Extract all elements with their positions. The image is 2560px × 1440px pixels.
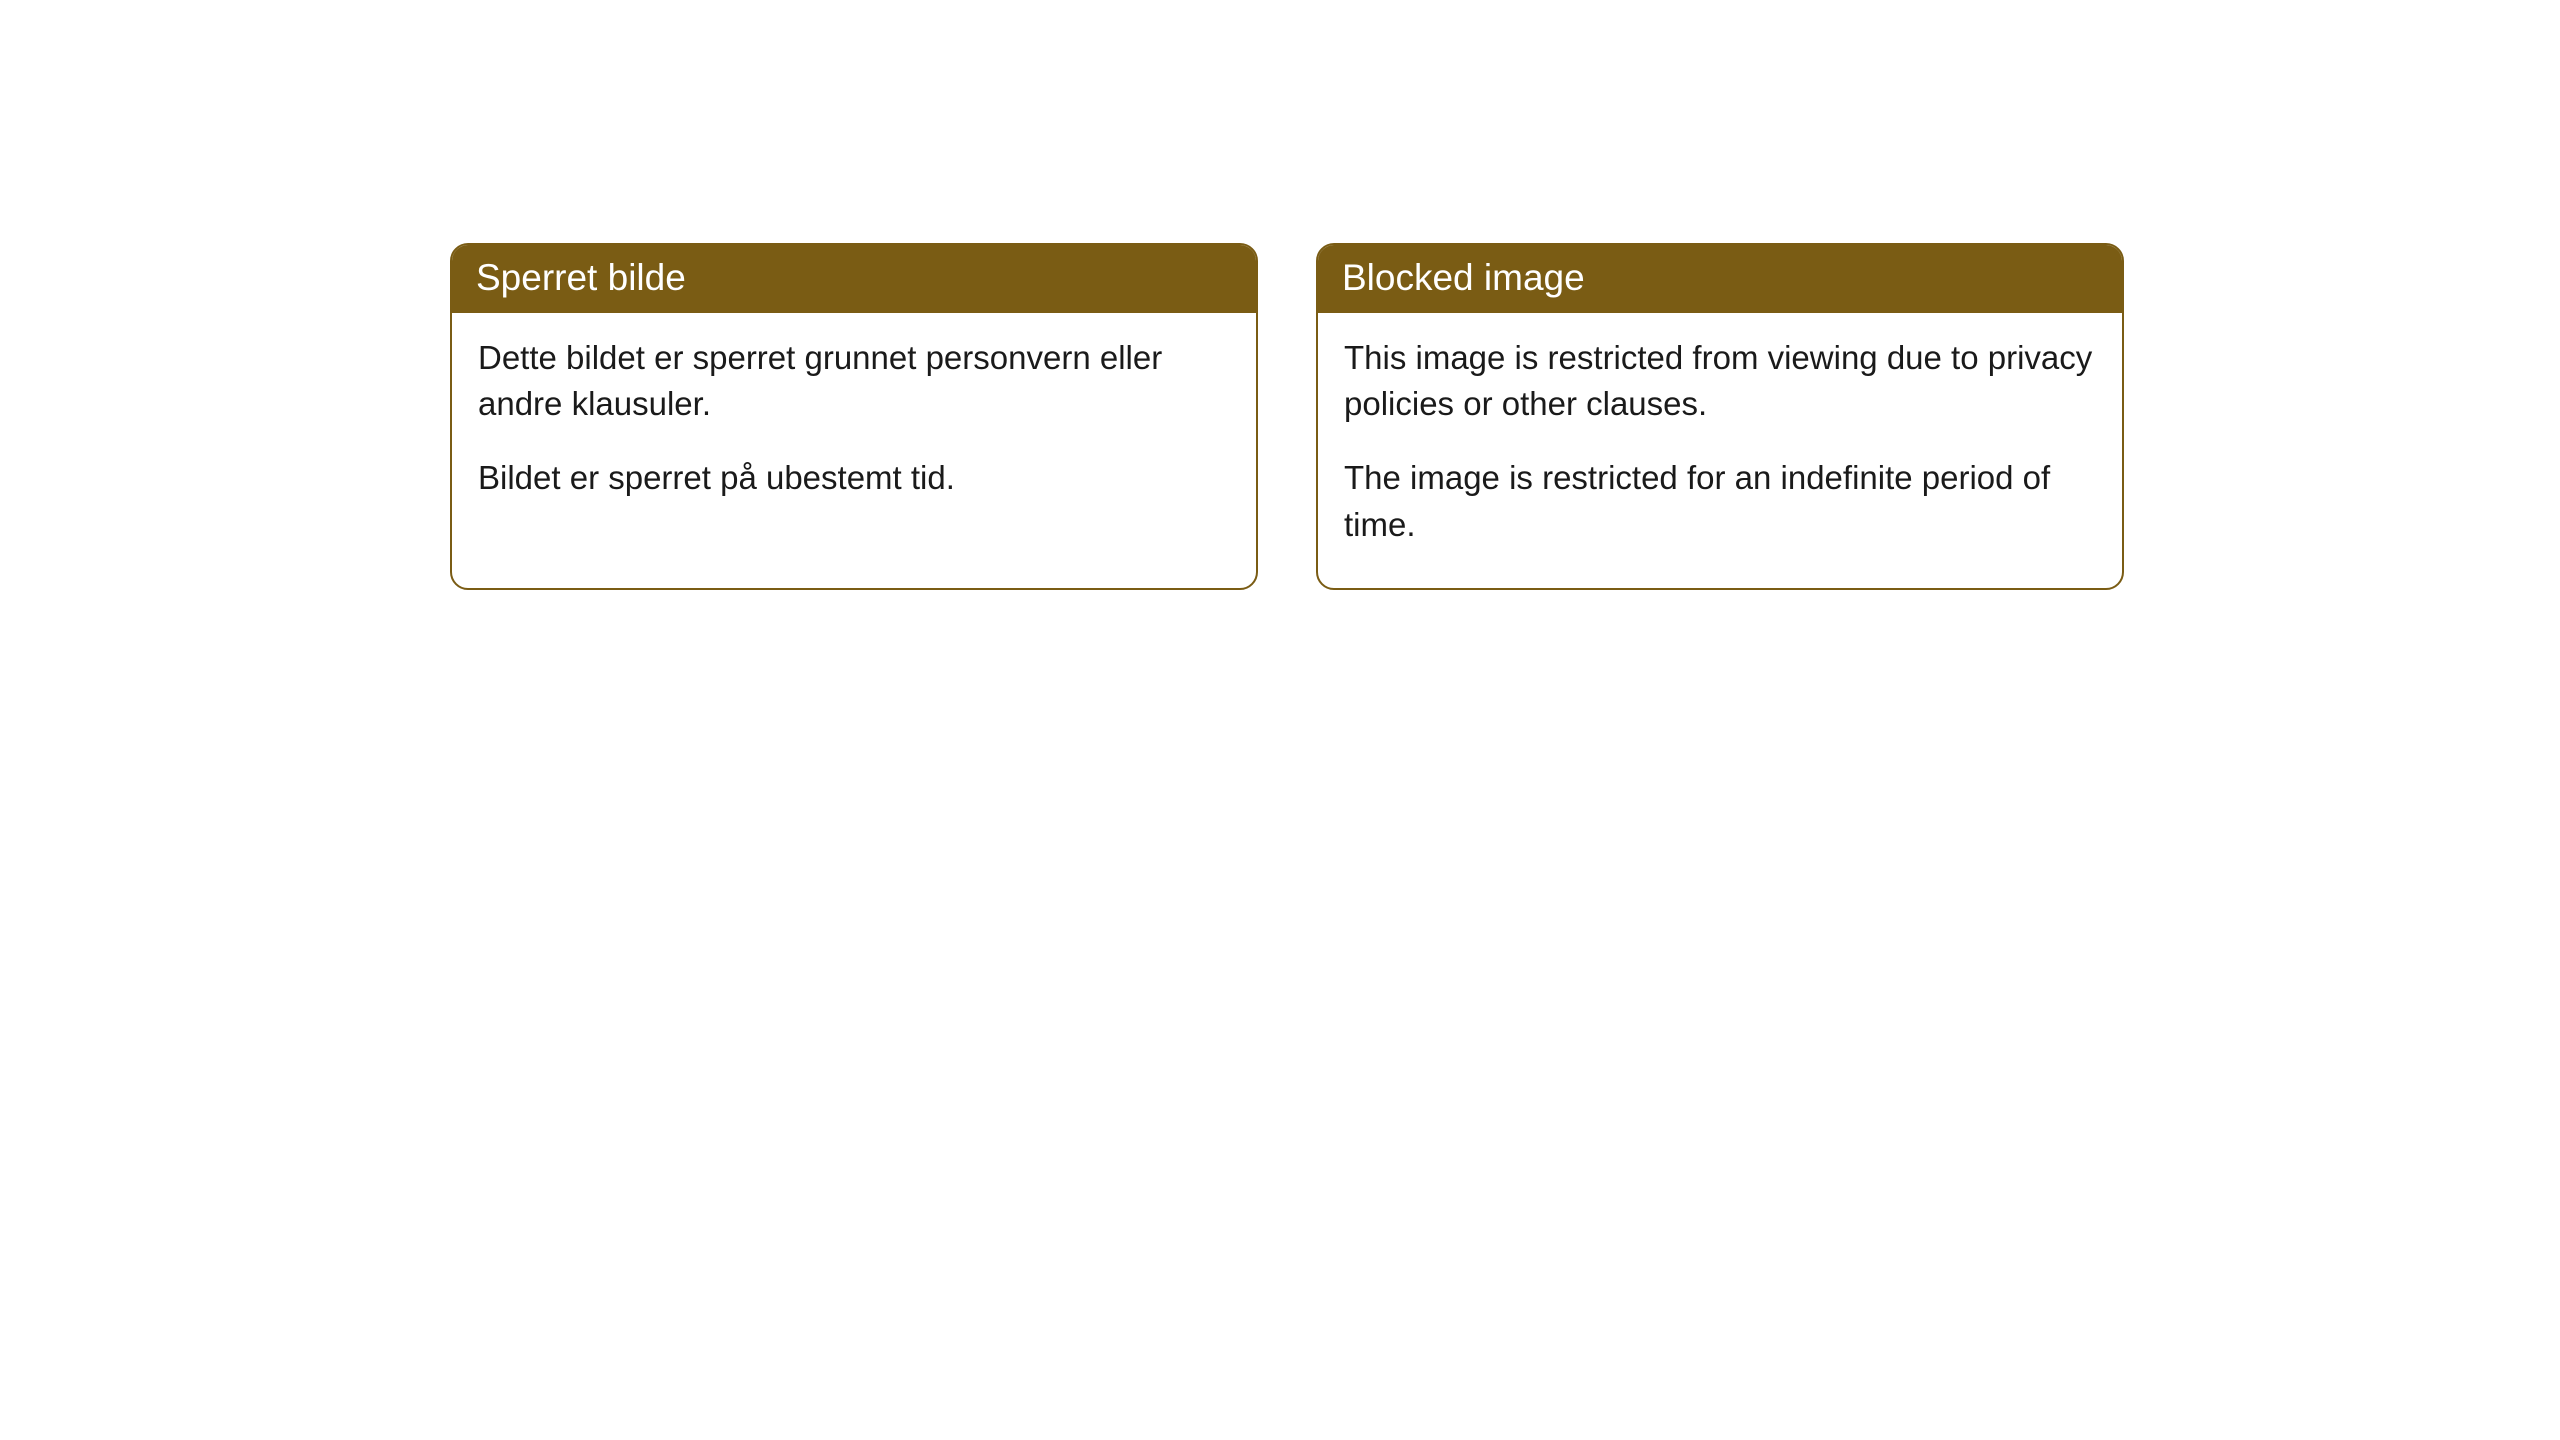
card-paragraph: Bildet er sperret på ubestemt tid. [478, 455, 1230, 501]
notice-cards-container: Sperret bilde Dette bildet er sperret gr… [0, 0, 2560, 590]
card-body: Dette bildet er sperret grunnet personve… [452, 313, 1256, 542]
card-paragraph: This image is restricted from viewing du… [1344, 335, 2096, 427]
card-body: This image is restricted from viewing du… [1318, 313, 2122, 588]
card-paragraph: The image is restricted for an indefinit… [1344, 455, 2096, 547]
blocked-image-card-en: Blocked image This image is restricted f… [1316, 243, 2124, 590]
card-paragraph: Dette bildet er sperret grunnet personve… [478, 335, 1230, 427]
card-title: Blocked image [1318, 245, 2122, 313]
blocked-image-card-no: Sperret bilde Dette bildet er sperret gr… [450, 243, 1258, 590]
card-title: Sperret bilde [452, 245, 1256, 313]
